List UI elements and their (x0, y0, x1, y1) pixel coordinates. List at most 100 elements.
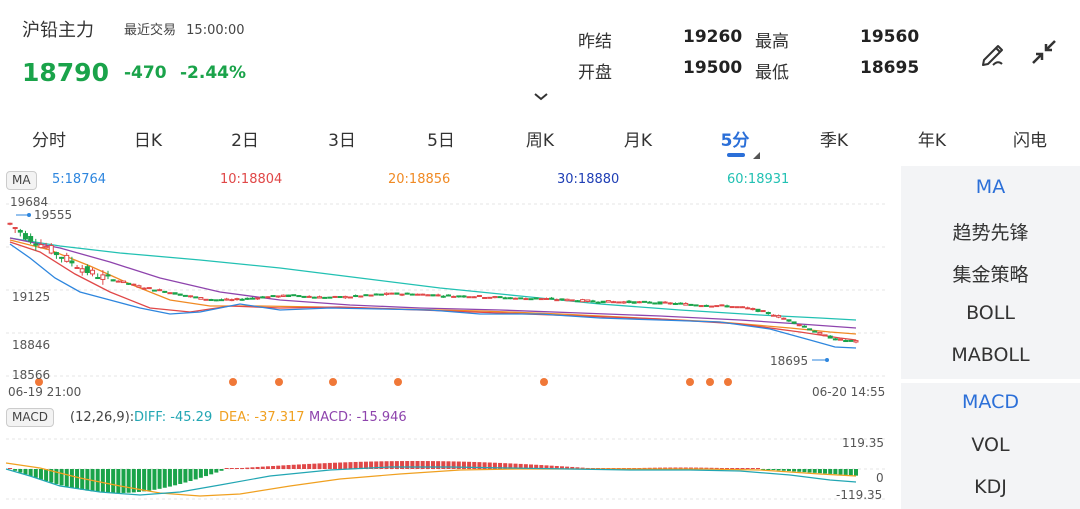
macd-bar (755, 468, 760, 469)
kline-chart[interactable] (0, 192, 900, 402)
macd-bar (307, 463, 312, 469)
macd-bar (13, 469, 18, 471)
macd-bar (652, 467, 657, 469)
macd-tag[interactable]: MACD (6, 408, 54, 427)
macd-chart[interactable] (0, 430, 900, 509)
sidebar-item-kdj[interactable]: KDJ (974, 476, 1007, 498)
candle-body (17, 229, 23, 233)
macd-bar (173, 469, 178, 486)
ma-values-row: MA 5:18764 10:18804 20:18856 30:18880 60… (0, 166, 900, 192)
sidebar-item-trend-pioneer[interactable]: 趋势先锋 (952, 222, 1029, 244)
macd-bar (823, 469, 828, 474)
macd-bar (245, 467, 250, 469)
tab-5min[interactable]: 5分 (720, 131, 750, 151)
macd-bar (508, 463, 513, 469)
macd-axis-top: 119.35 (842, 436, 884, 450)
candle-body (358, 295, 364, 298)
price-axis-top: 19684 (10, 195, 49, 209)
pen-icon[interactable] (978, 36, 1010, 68)
candle-body (317, 296, 323, 299)
candle-body (353, 295, 359, 298)
candle-body (275, 295, 281, 298)
sidebar-divider (901, 379, 1080, 383)
macd-bar (673, 467, 678, 469)
candle-body (306, 295, 312, 298)
time-axis-end: 06-20 14:55 (812, 385, 886, 399)
candle-body (611, 301, 617, 304)
tab-month-k[interactable]: 月K (623, 131, 653, 151)
candle-body (363, 294, 369, 297)
candle-body (719, 304, 725, 307)
macd-bar (570, 466, 575, 469)
macd-bar (178, 469, 183, 484)
sidebar-item-ma[interactable]: MA (975, 176, 1006, 198)
macd-bar (735, 468, 740, 469)
macd-bar (322, 463, 327, 469)
dropdown-corner-icon[interactable] (753, 144, 760, 163)
macd-bar (575, 467, 580, 469)
sidebar-item-maboll[interactable]: MABOLL (951, 344, 1030, 366)
contract-name: 沪铅主力 (22, 20, 94, 41)
macd-bar (260, 466, 265, 469)
sidebar-item-gold-strategy[interactable]: 集金策略 (952, 264, 1029, 286)
tab-season-k[interactable]: 季K (819, 131, 849, 151)
macd-bar (854, 469, 858, 476)
macd-bar (523, 464, 528, 469)
macd-bar (18, 469, 23, 473)
candle-body (193, 296, 199, 299)
macd-diff: DIFF: -45.29 (134, 410, 213, 425)
candle-body (502, 297, 508, 300)
quote-header: 沪铅主力 最近交易 15:00:00 18790 -470 -2.44% 昨结 … (0, 0, 1080, 110)
macd-bar (302, 464, 307, 469)
candle-body (7, 222, 13, 225)
chevron-down-icon[interactable] (532, 88, 550, 101)
candle-body (280, 294, 286, 297)
sidebar-item-macd[interactable]: MACD (962, 391, 1019, 413)
macd-bar (389, 461, 394, 469)
macd-bar (714, 467, 719, 469)
candle-body (574, 300, 580, 303)
macd-bar (106, 469, 111, 493)
ma-tag[interactable]: MA (6, 171, 37, 190)
candle-body (342, 295, 348, 299)
tab-fenshi[interactable]: 分时 (32, 131, 66, 151)
macd-dea: DEA: -37.317 (219, 410, 305, 425)
tab-5day[interactable]: 5日 (427, 131, 455, 151)
tab-year-k[interactable]: 年K (917, 131, 947, 151)
candle-body (507, 297, 513, 300)
macd-bar (234, 468, 239, 469)
open-label: 开盘 (578, 63, 612, 83)
macd-bar (49, 469, 54, 483)
macd-bar (80, 469, 85, 490)
macd-bar (663, 467, 668, 469)
macd-bar (446, 461, 451, 469)
macd-bar (162, 469, 167, 488)
tab-week-k[interactable]: 周K (525, 131, 555, 151)
last-trade: 最近交易 15:00:00 (124, 19, 245, 38)
macd-histogram (8, 461, 858, 493)
candle-body (249, 297, 255, 300)
candle-body (286, 294, 292, 297)
active-tab-indicator (727, 153, 745, 157)
candle-body (734, 306, 740, 309)
macd-bar (786, 469, 791, 472)
candle-body (451, 295, 457, 298)
candle-body (703, 304, 709, 307)
macd-bar (792, 469, 797, 472)
candle-body (755, 308, 761, 312)
tab-day-k[interactable]: 日K (133, 131, 163, 151)
collapse-arrows-icon[interactable] (1028, 36, 1060, 68)
price-axis-mid: 19125 (12, 290, 51, 304)
sidebar-item-boll[interactable]: BOLL (966, 302, 1015, 324)
candle-body (12, 227, 18, 230)
high-label: 最高 (755, 32, 789, 52)
candle-body (652, 302, 658, 305)
candle-body (157, 289, 163, 292)
sidebar-item-vol[interactable]: VOL (971, 434, 1010, 456)
open-value: 19500 (683, 58, 743, 78)
macd-bar (100, 469, 105, 493)
candle-body (378, 293, 384, 296)
tab-2day[interactable]: 2日 (231, 131, 259, 151)
tab-3day[interactable]: 3日 (328, 131, 356, 151)
tab-flash[interactable]: 闪电 (1013, 131, 1047, 151)
